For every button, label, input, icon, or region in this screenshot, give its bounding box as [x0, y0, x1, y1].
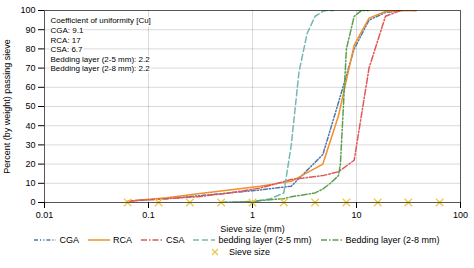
svg-text:70: 70 [25, 63, 35, 73]
svg-text:0.01: 0.01 [36, 210, 54, 220]
html-text:Bedding layer (2-8 mm): Bedding layer (2-8 mm) [345, 235, 440, 245]
svg-text:Percent (by weight) passing si: Percent (by weight) passing sieve [2, 39, 12, 174]
html-text:Sieve size: Sieve size [229, 247, 270, 257]
svg-text:Sieve size (mm): Sieve size (mm) [220, 224, 285, 234]
svg-text:20: 20 [25, 159, 35, 169]
svg-text:40: 40 [25, 121, 35, 131]
svg-text:10: 10 [25, 178, 35, 188]
html-text:CSA: CSA [166, 235, 185, 245]
html-text:CGA: CGA [59, 235, 79, 245]
svg-text:100: 100 [20, 5, 35, 15]
svg-text:0: 0 [30, 197, 35, 207]
svg-text:60: 60 [25, 82, 35, 92]
html-text:RCA: RCA [112, 235, 132, 245]
svg-text:1: 1 [250, 210, 255, 220]
svg-text:100: 100 [453, 210, 468, 220]
svg-text:90: 90 [25, 25, 35, 35]
svg-text:50: 50 [25, 101, 35, 111]
svg-text:80: 80 [25, 44, 35, 54]
svg-text:30: 30 [25, 140, 35, 150]
svg-text:0.1: 0.1 [142, 210, 155, 220]
svg-text:Coefficient of uniformity [Cu]: Coefficient of uniformity [Cu]CGA: 9.1RC… [51, 16, 151, 73]
html-text:bedding layer (2-5 mm): bedding layer (2-5 mm) [218, 235, 312, 245]
svg-text:10: 10 [351, 210, 361, 220]
